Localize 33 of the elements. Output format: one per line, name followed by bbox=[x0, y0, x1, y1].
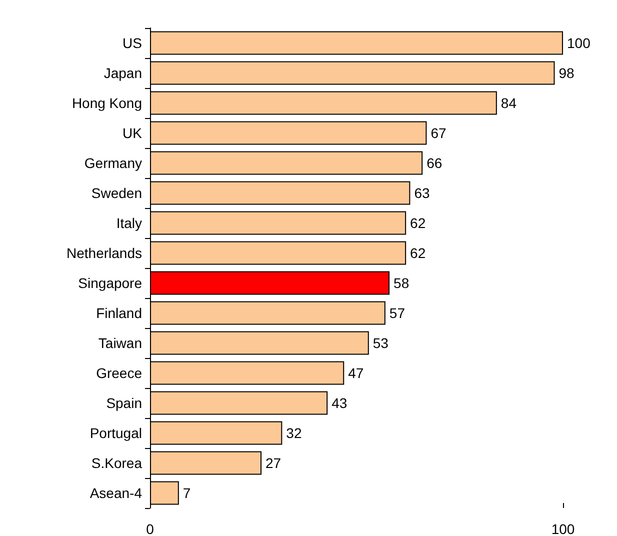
y-tick-label: S.Korea bbox=[91, 455, 142, 471]
data-label: 98 bbox=[558, 65, 575, 81]
data-label: 57 bbox=[389, 305, 406, 321]
y-tick-label: Italy bbox=[116, 215, 142, 231]
data-label: 43 bbox=[332, 395, 348, 411]
data-label: 67 bbox=[430, 125, 446, 141]
y-tick-label: Taiwan bbox=[98, 335, 142, 351]
y-tick-label: UK bbox=[122, 125, 143, 141]
data-label: 62 bbox=[410, 245, 426, 261]
x-tick-label: 0 bbox=[146, 521, 154, 536]
data-label: 100 bbox=[567, 35, 591, 51]
y-tick-label: Hong Kong bbox=[72, 95, 142, 111]
data-label: 7 bbox=[182, 485, 191, 501]
data-label: 62 bbox=[410, 215, 426, 231]
y-tick-label: Asean-4 bbox=[90, 485, 142, 501]
data-label: 84 bbox=[500, 95, 517, 111]
y-tick-label: Sweden bbox=[91, 185, 142, 201]
y-tick-label: Portugal bbox=[90, 425, 142, 441]
data-label: 66 bbox=[426, 155, 442, 171]
y-tick-label: Finland bbox=[96, 305, 142, 321]
data-label: 27 bbox=[266, 455, 282, 471]
data-label: 53 bbox=[372, 335, 389, 351]
y-tick-label: Spain bbox=[106, 395, 142, 411]
data-label: 63 bbox=[414, 185, 430, 201]
data-label: 32 bbox=[286, 425, 302, 441]
y-tick-label: Japan bbox=[104, 65, 142, 81]
y-tick-label: US bbox=[122, 35, 142, 51]
y-tick-label: Greece bbox=[96, 365, 142, 381]
y-tick-label: Singapore bbox=[78, 275, 142, 291]
data-label: 47 bbox=[348, 365, 364, 381]
data-label: 58 bbox=[394, 275, 410, 291]
y-tick-label: Germany bbox=[84, 155, 142, 171]
y-tick-label: Netherlands bbox=[66, 245, 142, 261]
